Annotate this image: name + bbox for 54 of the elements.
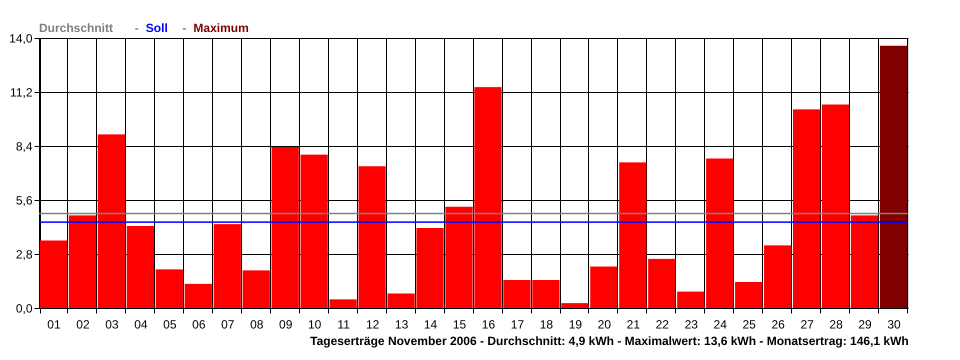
y-tick-label: 14,0 [9,32,33,46]
x-tick-label: 14 [424,318,438,332]
x-tick-label: 23 [684,318,698,332]
x-tick-label: 20 [598,318,612,332]
bar [68,215,96,308]
x-tick-label: 06 [192,318,206,332]
x-tick-label: 02 [76,318,90,332]
y-tick-label: 8,4 [16,140,33,154]
y-tick-label: 0,0 [16,302,33,316]
x-tick-label: 24 [714,318,728,332]
x-tick-label: 19 [568,318,582,332]
ref-line-label: Soll [146,21,168,35]
text: Maximum [193,21,249,35]
bar [503,280,531,308]
x-tick-label: 26 [771,318,786,332]
bar [416,228,444,308]
x-tick-label: 09 [279,318,293,332]
bar [822,104,850,308]
ref-line-label: Durchschnitt [39,21,114,35]
x-tick-label: 29 [858,318,872,332]
x-tick-label: 05 [163,318,177,332]
x-tick-label: 10 [308,318,322,332]
x-tick-label: 13 [394,318,409,332]
y-tick-label: 2,8 [16,248,33,262]
text: - [134,21,139,35]
x-tick-label: 12 [366,318,380,332]
x-tick-label: 18 [540,318,554,332]
x-tick-label: 04 [134,318,148,332]
bar [387,294,415,308]
x-tick-label: 16 [482,318,496,332]
text: - [182,21,186,35]
x-tick-label: 22 [656,318,670,332]
x-tick-label: 15 [452,318,467,332]
x-tick-label: 03 [105,318,119,332]
x-tick-label: 30 [887,318,902,332]
x-tick-label: 01 [47,318,61,332]
bar [98,134,126,308]
x-tick-label: 27 [800,318,814,332]
bar [474,87,502,308]
text: Tageserträge November 2006 - Durchschnitt: 4,9 kWh - Maximalwert: 13,6 kWh - Monatsertrag: 146,1 kWh [310,334,909,348]
bar [445,206,473,308]
x-tick-label: 08 [250,318,264,332]
bar [880,46,908,308]
x-tick-label: 07 [221,318,235,332]
y-tick-label: 11,2 [10,86,33,100]
bar [850,215,878,308]
x-tick-label: 25 [742,318,756,332]
x-tick-label: 21 [626,318,640,332]
y-tick-label: 5,6 [16,194,33,208]
bar [40,240,68,308]
x-tick-label: 11 [337,318,350,332]
x-tick-label: 17 [510,318,524,332]
bar [532,280,560,308]
x-tick-label: 28 [829,318,844,332]
